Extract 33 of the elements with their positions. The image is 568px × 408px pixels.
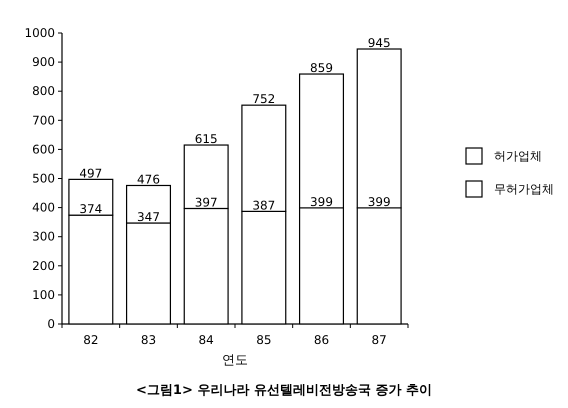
legend-label: 무허가업체 [494, 182, 554, 196]
value-label: 347 [137, 210, 160, 224]
ytick: 300 [32, 230, 55, 244]
ytick: 0 [47, 317, 55, 331]
value-label: 397 [194, 195, 218, 210]
ytick: 700 [32, 113, 55, 128]
ytick: 400 [32, 200, 55, 215]
ytick: 500 [32, 172, 55, 186]
ytick: 1000 [24, 26, 55, 40]
ytick: 600 [32, 142, 55, 156]
xtick: 87 [372, 333, 387, 347]
total-label: 945 [368, 36, 391, 50]
total-label: 752 [252, 92, 276, 106]
value-label: 399 [310, 194, 333, 209]
value-label: 374 [79, 202, 102, 216]
total-label: 497 [79, 166, 102, 180]
ytick: 800 [32, 84, 55, 98]
ytick: 200 [32, 258, 55, 273]
xtick: 82 [83, 333, 98, 347]
title: <그림1> 우리나라 유선텔레비전방송국 증가 추이 [136, 383, 432, 398]
xtick: 83 [140, 333, 156, 347]
value-label: 399 [368, 194, 391, 209]
ytick: 900 [32, 55, 55, 70]
xtick: 85 [256, 333, 272, 347]
total-label: 615 [194, 132, 218, 146]
xlabel: 연도 [222, 353, 248, 368]
total-label: 476 [137, 172, 160, 186]
legend-label: 허가업체 [494, 149, 542, 163]
ytick: 100 [32, 288, 55, 302]
xtick: 86 [314, 333, 330, 347]
total-label: 859 [310, 61, 333, 76]
value-label: 387 [252, 198, 276, 212]
xtick: 84 [198, 333, 214, 347]
